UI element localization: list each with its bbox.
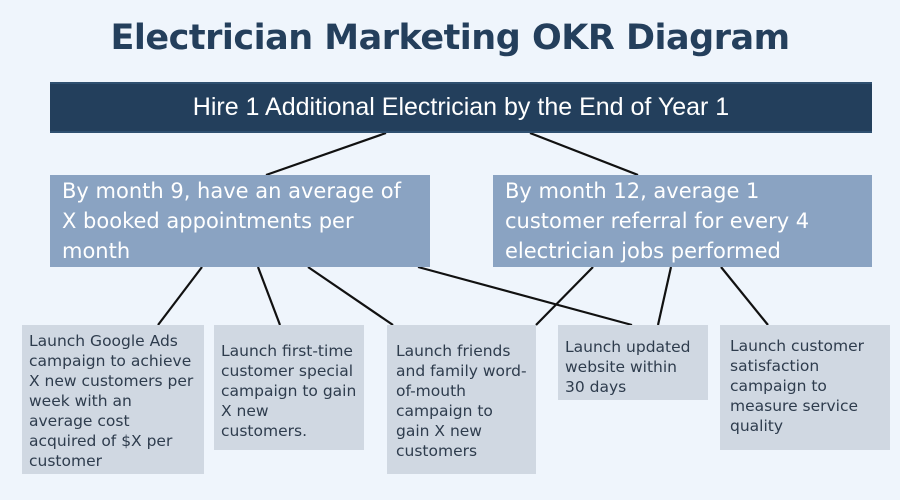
- initiative-text: Launch friends and family word-of-mouth …: [396, 342, 527, 460]
- connector-kr1-i4: [417, 265, 633, 327]
- connector-kr2-i4: [656, 266, 673, 326]
- initiative-google-ads: Launch Google Ads campaign to achieve X …: [22, 325, 204, 474]
- initiative-updated-website: Launch updated website within 30 days: [558, 325, 708, 400]
- diagram-title: Electrician Marketing OKR Diagram: [110, 18, 790, 58]
- initiative-first-time-customer: Launch first-time customer special campa…: [214, 325, 364, 450]
- connector-kr1-i2: [256, 266, 282, 326]
- key-result-2-text: By month 12, average 1 customer referral…: [505, 179, 810, 263]
- key-result-1: By month 9, have an average of X booked …: [50, 175, 430, 267]
- connector-kr2-i3: [535, 266, 594, 326]
- connector-kr2-i5: [720, 266, 769, 326]
- connector-objective-kr1: [265, 131, 387, 177]
- initiative-text: Launch updated website within 30 days: [565, 338, 691, 396]
- initiative-text: Launch Google Ads campaign to achieve X …: [29, 332, 194, 470]
- key-result-1-text: By month 9, have an average of X booked …: [62, 179, 401, 263]
- initiative-text: Launch customer satisfaction campaign to…: [730, 337, 865, 435]
- initiative-word-of-mouth: Launch friends and family word-of-mouth …: [387, 325, 536, 474]
- key-result-2: By month 12, average 1 customer referral…: [493, 175, 872, 267]
- objective-text: Hire 1 Additional Electrician by the End…: [192, 93, 730, 121]
- connector-kr1-i1: [157, 266, 203, 326]
- connector-kr1-i3: [307, 266, 394, 326]
- initiative-text: Launch first-time customer special campa…: [221, 342, 357, 440]
- initiative-customer-satisfaction: Launch customer satisfaction campaign to…: [720, 325, 890, 450]
- connector-objective-kr2: [529, 131, 639, 177]
- objective-box: Hire 1 Additional Electrician by the End…: [50, 82, 872, 133]
